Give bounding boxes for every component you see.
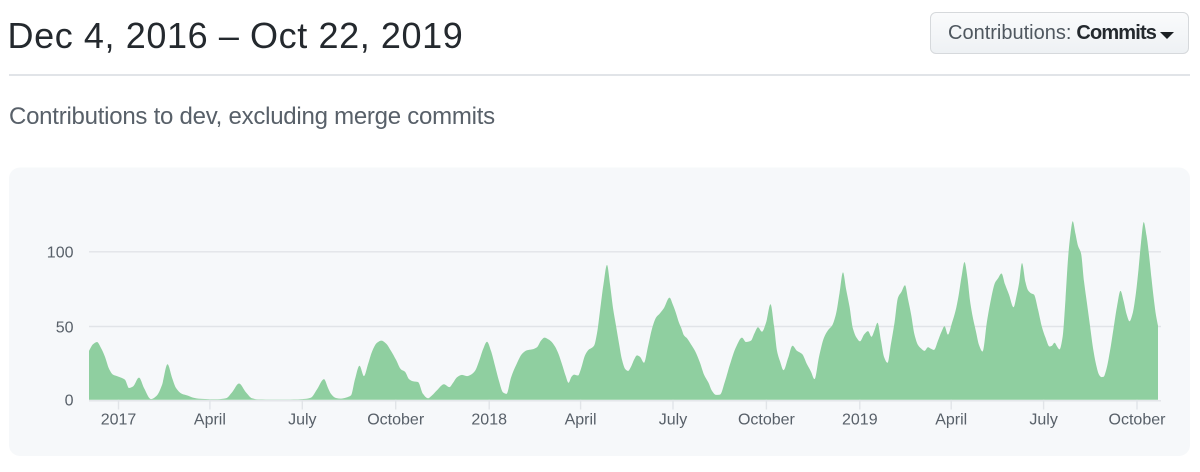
svg-text:April: April [194, 412, 226, 429]
svg-text:100: 100 [47, 245, 74, 262]
svg-text:July: July [659, 412, 687, 429]
svg-text:July: July [288, 412, 316, 429]
svg-text:2018: 2018 [471, 412, 507, 429]
svg-text:October: October [367, 412, 425, 429]
svg-text:50: 50 [56, 319, 74, 336]
svg-text:0: 0 [65, 393, 74, 410]
svg-text:October: October [738, 412, 796, 429]
svg-text:July: July [1029, 412, 1057, 429]
svg-text:April: April [935, 412, 967, 429]
svg-text:October: October [1109, 412, 1167, 429]
svg-text:April: April [565, 412, 597, 429]
svg-text:2019: 2019 [842, 412, 878, 429]
svg-text:2017: 2017 [101, 412, 137, 429]
